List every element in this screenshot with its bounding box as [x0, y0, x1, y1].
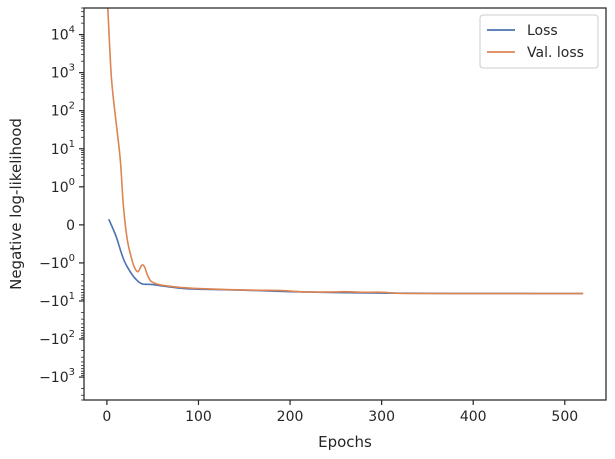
x-axis-label: Epochs	[318, 433, 372, 451]
y-tick-label-4: 100	[51, 177, 75, 196]
y-tick-label-8: −102	[39, 329, 75, 348]
x-tick-label-300: 300	[368, 409, 395, 425]
ticks-layer: 0 100 200 300 400 500 104 103 102 101 100 0 −100 −101…	[39, 7, 578, 425]
y-tick-label-1: 103	[51, 63, 75, 82]
y-tick-label-2: 102	[51, 101, 75, 120]
x-tick-label-0: 0	[102, 409, 111, 425]
x-tick-label-400: 400	[460, 409, 487, 425]
plot-frame	[83, 7, 607, 401]
y-tick-label-0: 104	[51, 25, 75, 44]
x-tick-label-500: 500	[551, 409, 578, 425]
legend: Loss Val. loss	[479, 14, 599, 69]
y-tick-label-6: −100	[39, 253, 75, 272]
legend-label-0: Loss	[527, 23, 558, 39]
x-tick-label-200: 200	[277, 409, 304, 425]
y-tick-label-7: −101	[39, 291, 75, 310]
series-line-val-loss	[107, 8, 584, 295]
series-layer	[107, 8, 584, 295]
legend-label-1: Val. loss	[527, 45, 584, 61]
y-tick-label-9: −103	[39, 367, 75, 386]
y-tick-label-3: 101	[51, 139, 75, 158]
x-tick-label-100: 100	[185, 409, 212, 425]
legend-box	[479, 14, 599, 69]
y-tick-label-5: 0	[66, 218, 75, 234]
y-axis-label: Negative log-likelihood	[7, 118, 25, 290]
series-line-loss	[107, 218, 584, 295]
